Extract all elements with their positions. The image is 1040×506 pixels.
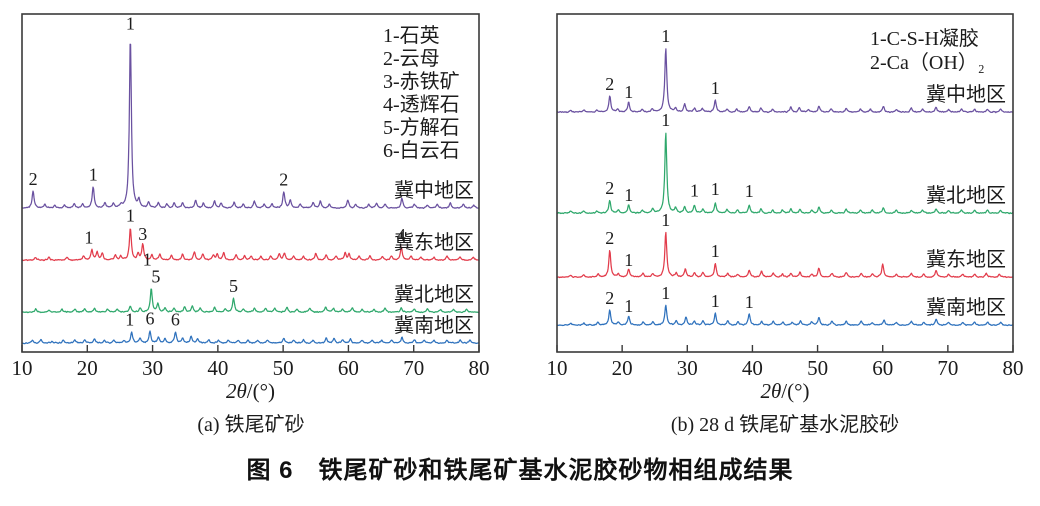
x-tick-label: 80 <box>469 356 490 380</box>
x-axis-title: 2θ/(°) <box>226 379 275 403</box>
legend-item: 4-透辉石 <box>383 93 460 116</box>
xrd-trace-a-3 <box>21 330 480 345</box>
peak-label: 1 <box>711 291 720 311</box>
x-tick-label: 10 <box>547 356 568 380</box>
legend-item: 1-石英 <box>383 24 440 47</box>
legend-item: 3-赤铁矿 <box>383 70 460 93</box>
xrd-trace-b-3 <box>556 304 1014 327</box>
peak-label: 3 <box>138 224 147 244</box>
peak-label: 1 <box>126 206 135 226</box>
xrd-trace-b-2 <box>556 231 1014 279</box>
peak-label: 1 <box>711 241 720 261</box>
peak-label: 2 <box>29 169 38 189</box>
peak-label: 2 <box>605 178 614 198</box>
peak-label: 1 <box>661 210 670 230</box>
x-tick-label: 20 <box>612 356 633 380</box>
x-tick-label: 70 <box>937 356 958 380</box>
plot-frame-a <box>21 13 480 353</box>
x-tick-label: 20 <box>77 356 98 380</box>
x-tick-label: 70 <box>403 356 424 380</box>
x-axis-title: 2θ/(°) <box>760 379 809 403</box>
peak-label: 1 <box>711 179 720 199</box>
x-tick-label: 40 <box>742 356 763 380</box>
xrd-trace-a-0 <box>21 43 480 210</box>
peak-label: 1 <box>84 227 93 247</box>
xrd-trace-b-1 <box>556 132 1014 215</box>
peak-label: 2 <box>279 170 288 190</box>
series-label-b-2: 冀东地区 <box>926 248 1006 271</box>
legend-item: 1-C-S-H凝胶 <box>870 27 979 50</box>
series-label-a-3: 冀南地区 <box>394 314 474 337</box>
peak-label: 1 <box>89 165 98 185</box>
series-label-a-0: 冀中地区 <box>394 179 474 202</box>
peak-label: 1 <box>661 283 670 303</box>
peak-label: 1 <box>661 110 670 130</box>
series-label-b-0: 冀中地区 <box>926 83 1006 106</box>
peak-label: 1 <box>143 250 152 270</box>
peak-label: 1 <box>711 78 720 98</box>
peak-label: 1 <box>624 185 633 205</box>
peak-label: 1 <box>624 82 633 102</box>
series-label-b-3: 冀南地区 <box>926 296 1006 319</box>
panel-a-caption: (a) 铁尾矿砂 <box>197 414 305 436</box>
x-tick-label: 50 <box>273 356 294 380</box>
peak-label: 1 <box>624 250 633 270</box>
peak-label: 6 <box>146 309 155 329</box>
peak-label: 1 <box>745 181 754 201</box>
peak-label: 2 <box>605 228 614 248</box>
x-tick-label: 60 <box>872 356 893 380</box>
panel-b-caption: (b) 28 d 铁尾矿基水泥胶砂 <box>670 414 900 436</box>
peak-label: 2 <box>605 74 614 94</box>
xrd-trace-b-0 <box>556 48 1014 114</box>
peak-label: 1 <box>745 292 754 312</box>
legend-item: 2-Ca（OH）₂ <box>870 51 985 74</box>
peak-label: 6 <box>171 310 180 330</box>
x-tick-label: 30 <box>142 356 163 380</box>
series-label-a-2: 冀北地区 <box>394 283 474 306</box>
xrd-trace-a-1 <box>21 228 480 262</box>
plot-frame-b <box>556 13 1014 353</box>
series-label-b-1: 冀北地区 <box>926 184 1006 207</box>
figure-caption: 图 6 铁尾矿砂和铁尾矿基水泥胶砂物相组成结果 <box>246 457 794 484</box>
peak-label: 1 <box>690 181 699 201</box>
x-tick-label: 10 <box>12 356 33 380</box>
x-tick-label: 80 <box>1003 356 1024 380</box>
legend-item: 5-方解石 <box>383 116 460 139</box>
x-tick-label: 60 <box>338 356 359 380</box>
legend-item: 6-白云石 <box>383 139 460 162</box>
x-tick-label: 30 <box>677 356 698 380</box>
peak-label: 2 <box>605 288 614 308</box>
x-tick-label: 40 <box>207 356 228 380</box>
peak-label: 1 <box>125 310 134 330</box>
peak-label: 5 <box>151 267 160 287</box>
xrd-trace-a-2 <box>21 288 480 314</box>
legend-item: 2-云母 <box>383 48 440 70</box>
peak-label: 1 <box>624 296 633 316</box>
peak-label: 5 <box>229 276 238 296</box>
x-tick-label: 50 <box>807 356 828 380</box>
peak-label: 4 <box>397 225 406 245</box>
peak-label: 1 <box>126 14 135 34</box>
peak-label: 1 <box>661 26 670 46</box>
series-label-a-1: 冀东地区 <box>394 231 474 254</box>
